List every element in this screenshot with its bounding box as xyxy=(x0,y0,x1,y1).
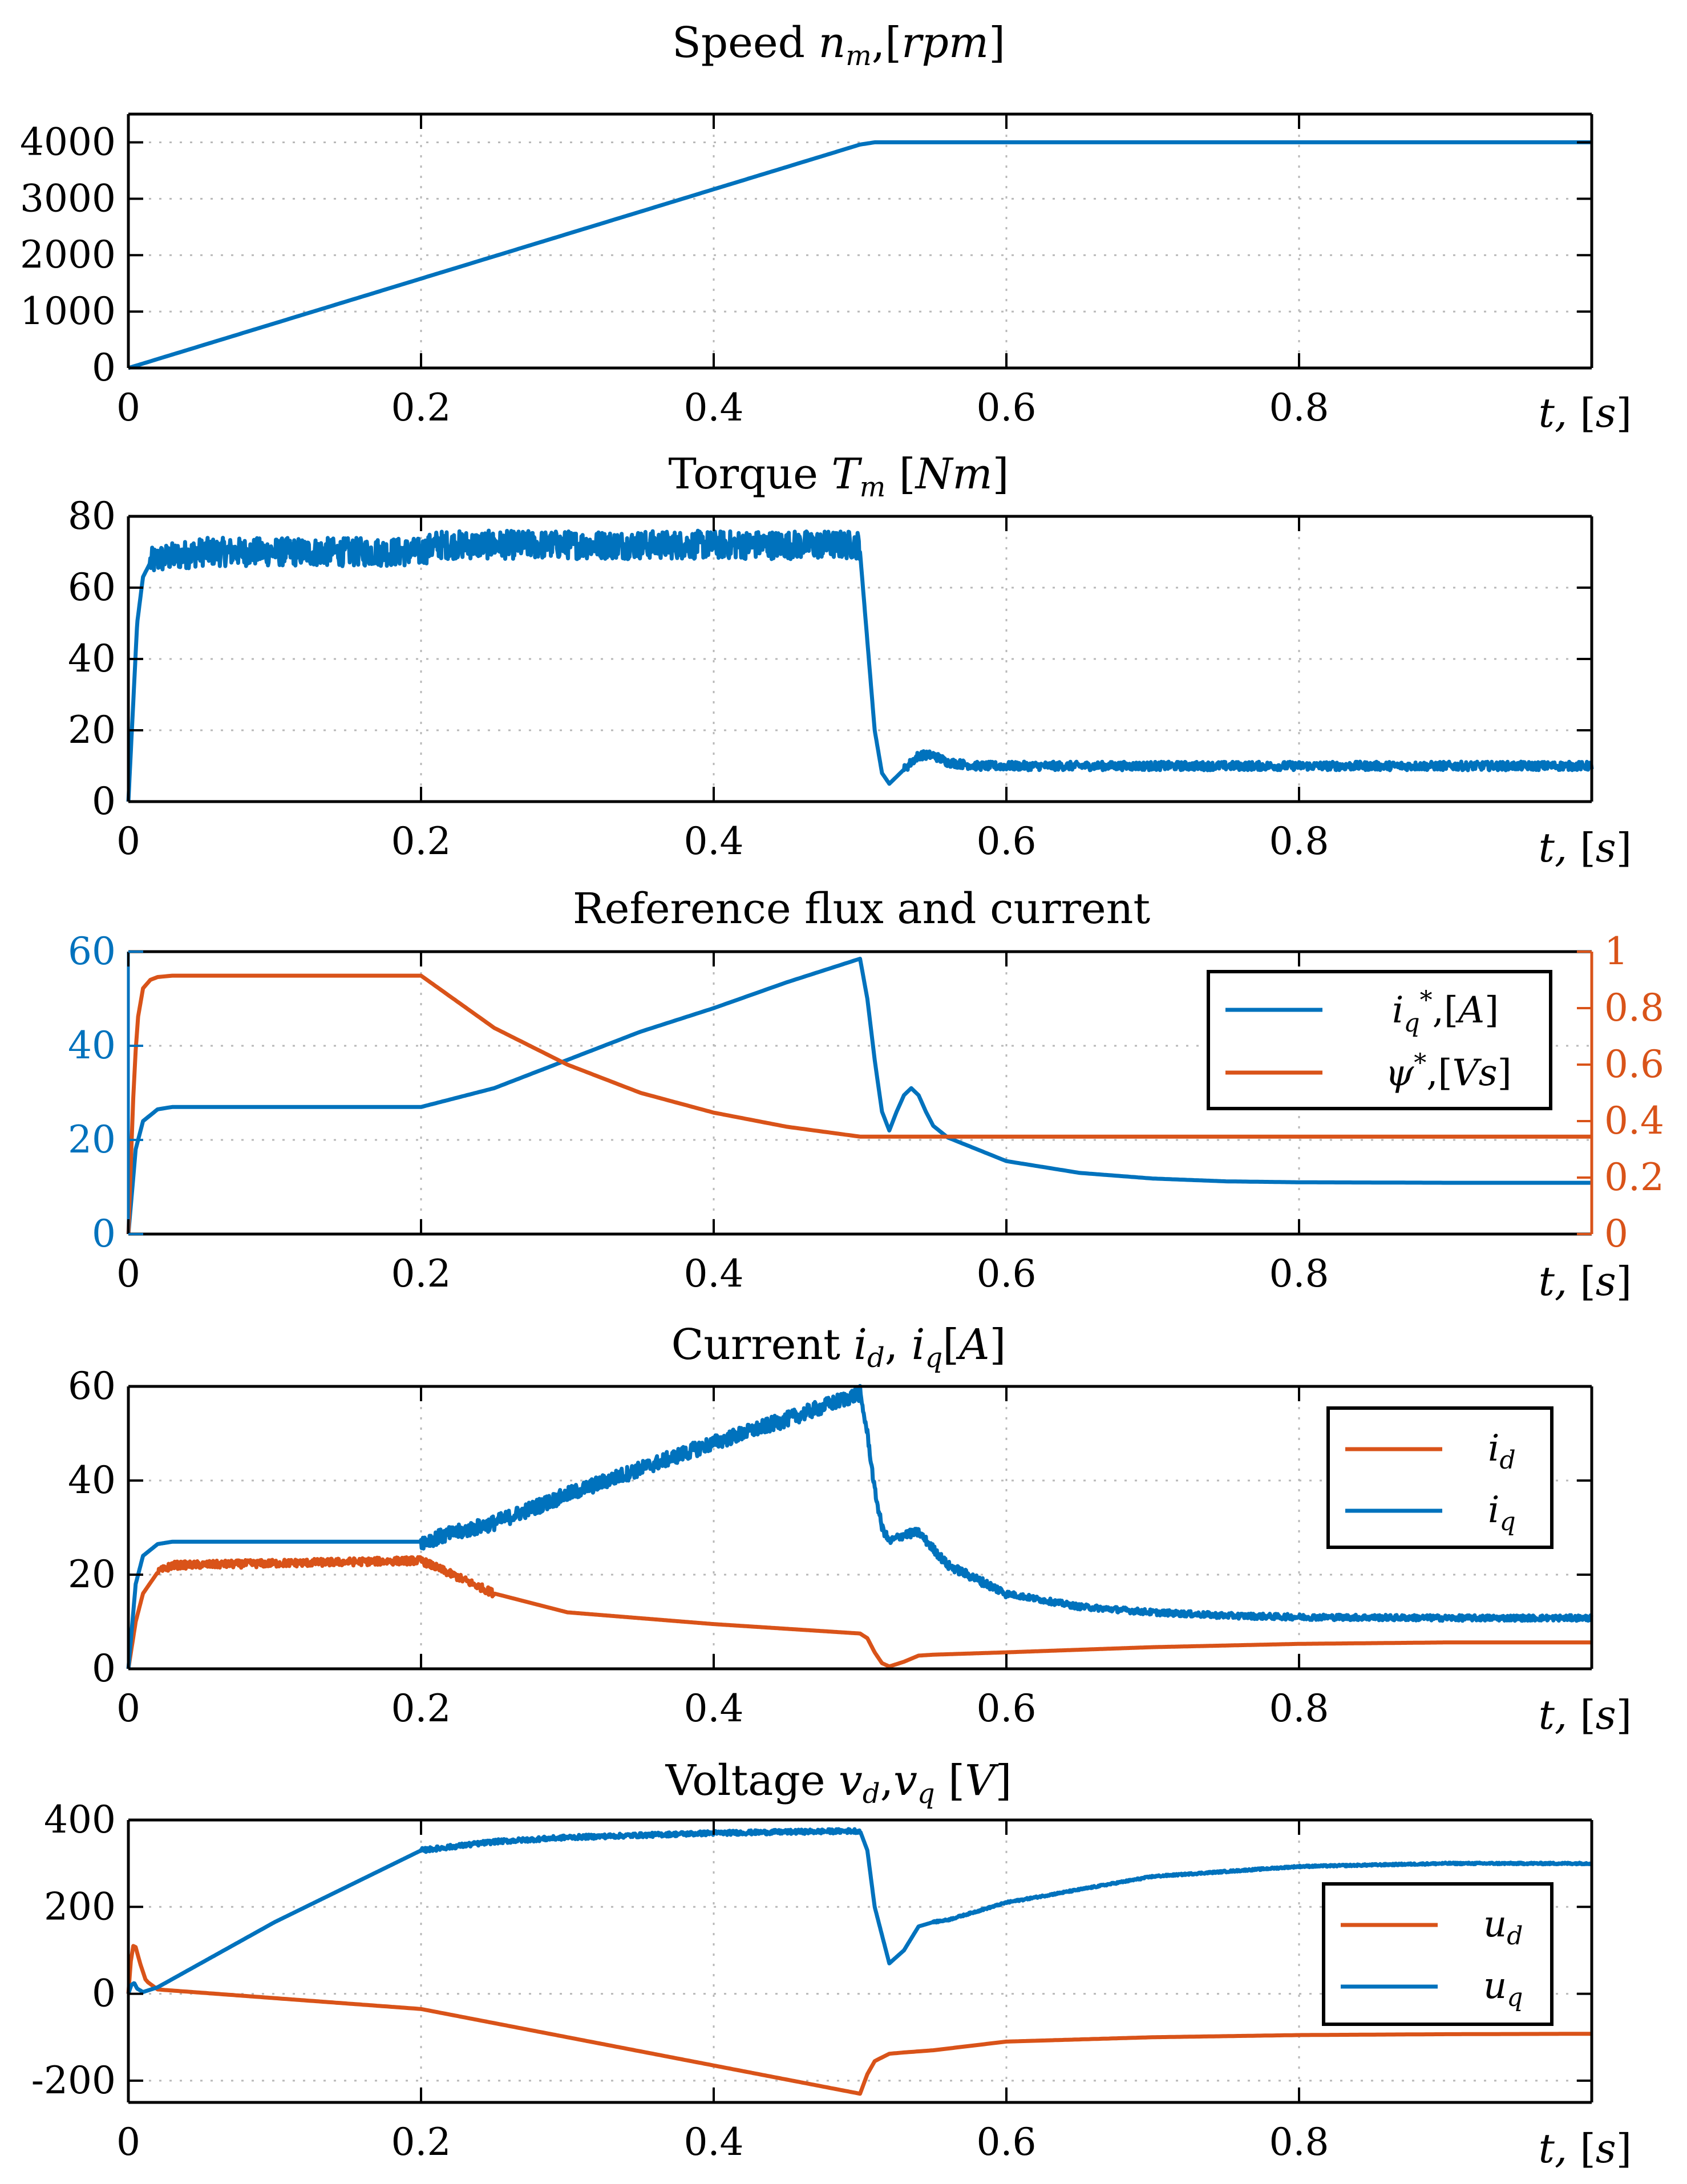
panel-voltage-title: Voltage vd,vq [V] xyxy=(665,1756,1012,1810)
reference-ytick-label-right: 0.2 xyxy=(1604,1155,1664,1199)
reference-plot-area: 0 0.2 0.4 0.6 0.8 0 20 40 60 0 0.2 0.4 0.6 0.8 1 xyxy=(68,929,1664,1296)
torque-plot-area: 0 0.2 0.4 0.6 0.8 0 20 40 60 80 xyxy=(68,494,1594,863)
panel-speed-title: Speed nm,[rpm] xyxy=(672,18,1005,72)
reference-xtick-label: 0.2 xyxy=(391,1252,451,1296)
current-series-i-d xyxy=(126,1555,1593,1669)
speed-ytick-label: 2000 xyxy=(20,233,116,277)
reference-ytick-label: 20 xyxy=(68,1118,116,1162)
reference-ytick-label-right: 0 xyxy=(1604,1212,1628,1256)
reference-xlabel: t, [s] xyxy=(1539,1258,1632,1305)
panel-torque-title: Torque Tm [Nm] xyxy=(669,450,1009,503)
speed-xtick-label: 0.8 xyxy=(1269,386,1329,430)
speed-xtick-label: 0.4 xyxy=(684,386,744,430)
torque-ytick-label: 60 xyxy=(68,565,116,609)
panel-current: Current id, iq[A] 0 0.2 0.4 0.6 0.8 0 20 40 60 t… xyxy=(68,1320,1632,1738)
voltage-xtick-label: 0.4 xyxy=(684,2120,744,2164)
panel-voltage: Voltage vd,vq [V] 0 0.2 0.4 0.6 0.8-20002004… xyxy=(31,1756,1632,2172)
voltage-series-u-q xyxy=(126,1827,1593,1995)
voltage-legend: ud uq xyxy=(1322,1882,1554,2026)
current-xtick-label: 0.6 xyxy=(977,1686,1037,1730)
torque-xtick-label: 0.8 xyxy=(1269,819,1329,863)
speed-xtick-label: 0.6 xyxy=(977,386,1037,430)
panel-speed: Speed nm,[rpm] 0 0.2 0.4 0.6 0.8 0 1000 2000 300… xyxy=(20,18,1632,436)
current-ytick-label: 0 xyxy=(92,1647,116,1690)
voltage-ytick-label: 200 xyxy=(44,1884,116,1928)
voltage-ytick-label: -200 xyxy=(31,2058,116,2102)
reference-ytick-label-right: 0.4 xyxy=(1604,1099,1664,1143)
legend-label-ud: ud xyxy=(1483,1903,1523,1951)
legend-label-psi-ref: ψ*,[Vs] xyxy=(1385,1049,1512,1094)
speed-ytick-label: 1000 xyxy=(20,289,116,333)
speed-series-n-m xyxy=(127,140,1592,370)
voltage-xtick-label: 0.6 xyxy=(977,2120,1037,2164)
current-xtick-label: 0.8 xyxy=(1269,1686,1329,1730)
reference-ytick-label: 40 xyxy=(68,1024,116,1067)
reference-xtick-label: 0.8 xyxy=(1269,1252,1329,1296)
current-legend: id iq xyxy=(1326,1406,1554,1549)
reference-series-i-q-A xyxy=(126,956,1592,1235)
reference-ytick-label-right: 1 xyxy=(1604,929,1628,973)
torque-xtick-label: 0.4 xyxy=(684,819,744,863)
speed-xtick-label: 0 xyxy=(116,386,140,430)
current-xtick-label: 0 xyxy=(116,1686,140,1730)
panel-torque: Torque Tm [Nm] 0 0.2 0.4 0.6 0.8 0 20 40 60 80 t,… xyxy=(68,450,1632,871)
panel-reference-title: Reference flux and current xyxy=(573,884,1151,933)
reference-ytick-label: 0 xyxy=(92,1212,116,1256)
current-legend-box xyxy=(1326,1406,1554,1549)
current-plot-area: 0 0.2 0.4 0.6 0.8 0 20 40 60 xyxy=(68,1364,1593,1730)
speed-ytick-label: 0 xyxy=(92,346,116,390)
current-ytick-label: 40 xyxy=(68,1458,116,1502)
speed-ytick-label: 4000 xyxy=(20,120,116,164)
legend-label-iq-ref: iq*,[A] xyxy=(1392,986,1499,1038)
voltage-ytick-label: 400 xyxy=(44,1798,116,1842)
current-ytick-label: 20 xyxy=(68,1552,116,1596)
reference-xtick-label: 0.6 xyxy=(977,1252,1037,1296)
reference-legend-box xyxy=(1207,970,1552,1110)
torque-xtick-label: 0.2 xyxy=(391,819,451,863)
voltage-xlabel: t, [s] xyxy=(1539,2125,1632,2172)
current-xtick-label: 0.2 xyxy=(391,1686,451,1730)
torque-ytick-label: 40 xyxy=(68,637,116,681)
reference-ytick-label-right: 0.6 xyxy=(1604,1042,1664,1086)
torque-xlabel: t, [s] xyxy=(1539,824,1632,871)
current-ytick-label: 60 xyxy=(68,1364,116,1408)
voltage-xtick-label: 0.2 xyxy=(391,2120,451,2164)
voltage-legend-box xyxy=(1322,1882,1554,2026)
reference-xtick-label: 0.4 xyxy=(684,1252,744,1296)
current-xlabel: t, [s] xyxy=(1539,1692,1632,1738)
panel-current-title: Current id, iq[A] xyxy=(671,1320,1006,1374)
reference-xtick-label: 0 xyxy=(116,1252,140,1296)
voltage-xtick-label: 0.8 xyxy=(1269,2120,1329,2164)
current-xtick-label: 0.4 xyxy=(684,1686,744,1730)
voltage-series-u-d xyxy=(126,1944,1592,2096)
speed-xlabel: t, [s] xyxy=(1539,390,1632,436)
speed-xtick-label: 0.2 xyxy=(391,386,451,430)
reference-ytick-label-right: 0.8 xyxy=(1604,986,1664,1030)
torque-ytick-label: 20 xyxy=(68,708,116,752)
voltage-ytick-label: 0 xyxy=(92,1972,116,2016)
torque-xtick-label: 0.6 xyxy=(977,819,1037,863)
torque-series-T-m xyxy=(126,528,1594,802)
torque-ytick-label: 0 xyxy=(92,779,116,823)
legend-label-iq: iq xyxy=(1488,1489,1516,1536)
voltage-xtick-label: 0 xyxy=(116,2120,140,2164)
panel-reference: Reference flux and current 0 0.2 0.4 0.6 0.8… xyxy=(68,884,1664,1305)
reference-series--Vs xyxy=(126,973,1592,1235)
speed-plot-area: 0 0.2 0.4 0.6 0.8 0 1000 2000 3000 4000 xyxy=(20,112,1593,430)
speed-ytick-label: 3000 xyxy=(20,176,116,220)
torque-ytick-label: 80 xyxy=(68,494,116,538)
torque-xtick-label: 0 xyxy=(116,819,140,863)
reference-ytick-label: 60 xyxy=(68,929,116,973)
reference-legend: iq*,[A] ψ*,[Vs] xyxy=(1207,970,1552,1110)
